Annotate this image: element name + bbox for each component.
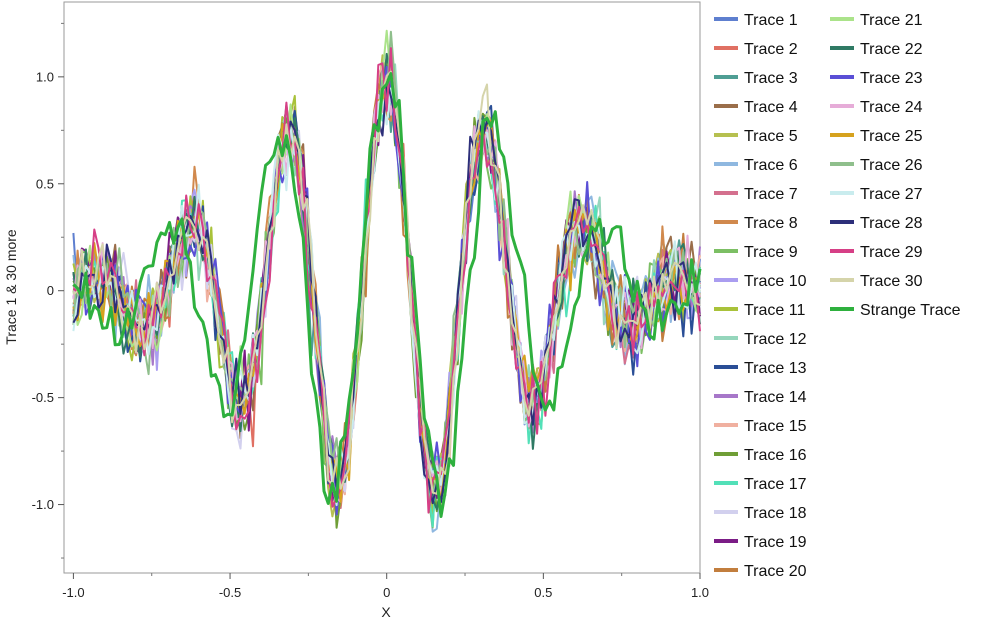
legend-label: Trace 28 <box>860 215 923 232</box>
legend-label: Trace 23 <box>860 70 923 87</box>
legend-label: Trace 3 <box>744 70 798 87</box>
legend-label: Trace 20 <box>744 563 807 580</box>
x-tick-label: 0.5 <box>534 585 552 600</box>
y-tick-label: 0.5 <box>36 176 54 191</box>
y-axis-title: Trace 1 & 30 more <box>3 229 19 345</box>
y-tick-label: -0.5 <box>32 390 54 405</box>
y-tick-label: 0 <box>47 283 54 298</box>
legend-label: Trace 25 <box>860 128 923 145</box>
axes-layer: -1.0 -0.5 0 0.5 1.0 -1.0 -0.5 0 0.5 1.0 <box>32 22 709 600</box>
legend-label: Trace 19 <box>744 534 807 551</box>
legend-label: Trace 14 <box>744 389 807 406</box>
legend-label: Trace 27 <box>860 186 923 203</box>
legend-label: Trace 17 <box>744 476 807 493</box>
y-tick-label: -1.0 <box>32 497 54 512</box>
legend-label: Trace 8 <box>744 215 798 232</box>
legend-label: Trace 15 <box>744 418 807 435</box>
legend-label: Trace 30 <box>860 273 923 290</box>
legend-label: Trace 18 <box>744 505 807 522</box>
x-tick-label: -1.0 <box>62 585 84 600</box>
legend-label: Trace 6 <box>744 157 798 174</box>
legend-label: Trace 29 <box>860 244 923 261</box>
legend-label: Trace 9 <box>744 244 798 261</box>
traces-layer <box>72 29 702 533</box>
legend-label: Trace 22 <box>860 41 923 58</box>
legend-label: Trace 24 <box>860 99 923 116</box>
legend-label: Trace 26 <box>860 157 923 174</box>
series-line-31 <box>72 72 702 518</box>
legend-label: Trace 2 <box>744 41 798 58</box>
legend-label: Trace 10 <box>744 273 807 290</box>
legend: Trace 1 Trace 2 Trace 3 Trace 4 Trace 5 Trace… <box>714 12 961 580</box>
y-tick-label: 1.0 <box>36 69 54 84</box>
legend-label: Trace 16 <box>744 447 807 464</box>
x-axis-title: X <box>381 604 391 620</box>
x-tick-label: -0.5 <box>219 585 241 600</box>
legend-label: Trace 11 <box>744 302 805 319</box>
legend-label: Trace 1 <box>744 12 798 29</box>
legend-label: Trace 5 <box>744 128 798 145</box>
legend-label: Trace 13 <box>744 360 807 377</box>
x-tick-label: 1.0 <box>691 585 709 600</box>
legend-label: Trace 21 <box>860 12 923 29</box>
legend-label: Trace 4 <box>744 99 798 116</box>
legend-label: Trace 12 <box>744 331 807 348</box>
legend-label: Strange Trace <box>860 302 961 319</box>
legend-label: Trace 7 <box>744 186 798 203</box>
x-tick-label: 0 <box>383 585 390 600</box>
